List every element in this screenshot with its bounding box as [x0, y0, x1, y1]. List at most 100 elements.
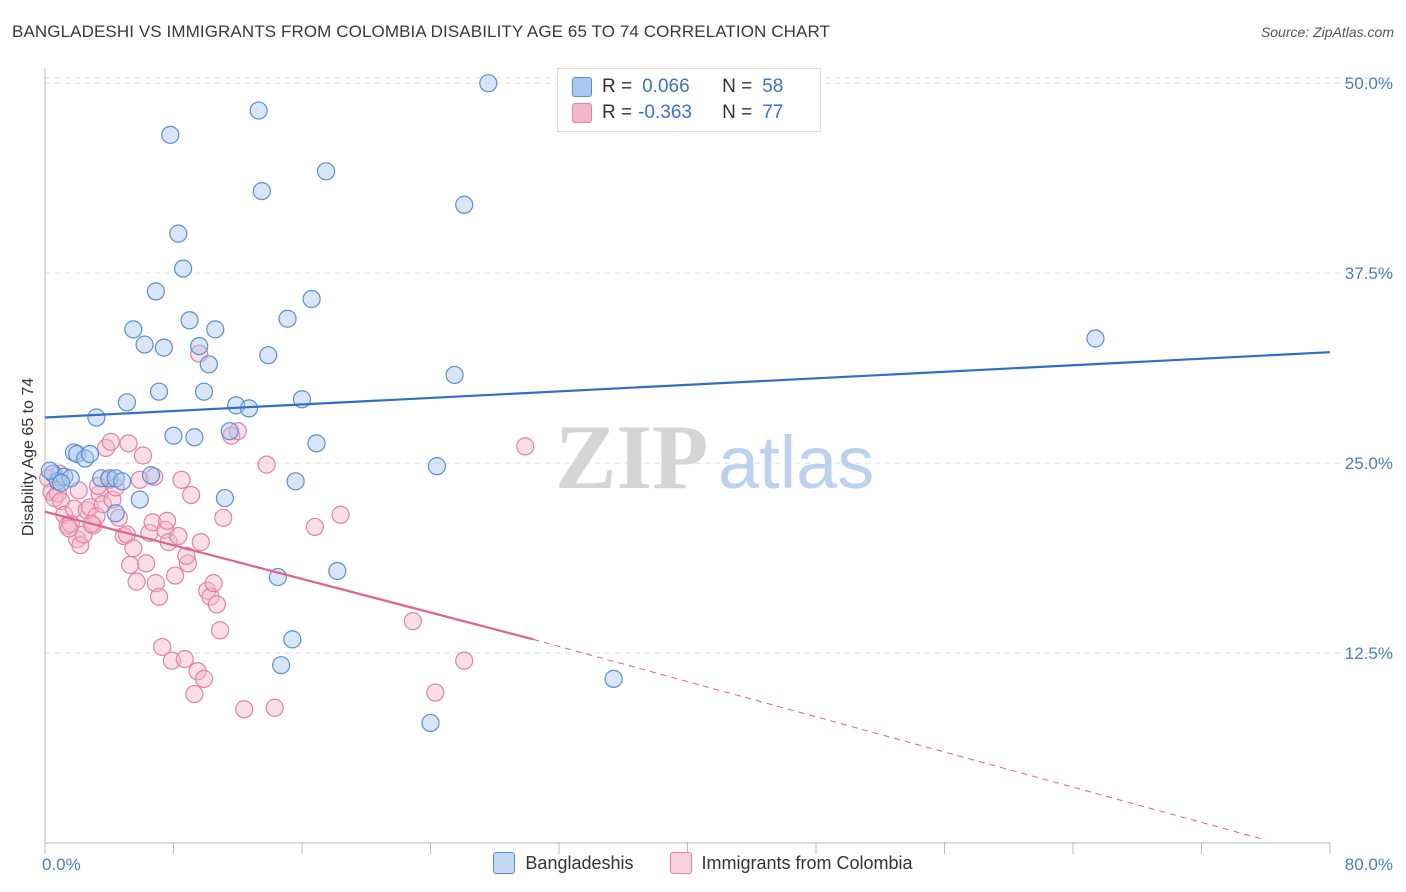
- point-colombia-61: [331, 505, 350, 524]
- point-bangladeshis-17: [141, 466, 161, 485]
- point-colombia-57: [235, 700, 254, 719]
- point-colombia-41: [172, 470, 191, 489]
- point-colombia-58: [257, 455, 276, 474]
- point-bangladeshis-21: [161, 125, 180, 144]
- point-bangladeshis-19: [149, 382, 169, 401]
- legend-n-label: N =: [722, 102, 753, 123]
- point-bangladeshis-53: [604, 669, 623, 688]
- legend-r-value: 0.066: [642, 76, 690, 97]
- point-bangladeshis-41: [283, 630, 302, 649]
- point-bangladeshis-32: [220, 422, 239, 441]
- trend-line-colombia-extension: [533, 638, 1266, 841]
- point-bangladeshis-20: [154, 338, 173, 357]
- point-colombia-30: [137, 554, 156, 573]
- watermark-atlas: atlas: [718, 421, 874, 504]
- point-bangladeshis-11: [106, 504, 125, 523]
- point-colombia-10: [71, 536, 90, 555]
- point-bangladeshis-14: [124, 320, 143, 339]
- legend-item-colombia: Immigrants from Colombia: [669, 852, 913, 874]
- point-colombia-63: [426, 683, 445, 702]
- legend-swatch-blue: [572, 77, 592, 97]
- point-colombia-39: [166, 566, 185, 585]
- point-bangladeshis-35: [249, 101, 268, 120]
- point-bangladeshis-42: [286, 472, 305, 491]
- point-colombia-54: [214, 508, 233, 527]
- source-label: Source: ZipAtlas.com: [1260, 24, 1394, 40]
- point-bangladeshis-44: [302, 289, 321, 309]
- point-colombia-59: [265, 698, 284, 717]
- trend-line-bangladeshis: [44, 351, 1331, 419]
- y-axis-title: Disability Age 65 to 74: [20, 378, 37, 536]
- point-bangladeshis-24: [174, 259, 193, 278]
- point-colombia-18: [96, 438, 116, 458]
- series-bangladeshis: [40, 74, 1105, 733]
- point-colombia-40: [169, 526, 188, 546]
- trend-lines: [44, 351, 1331, 841]
- legend-row-bangladeshis: R = 0.066 N = 58: [572, 74, 783, 100]
- point-bangladeshis-47: [328, 561, 347, 581]
- point-colombia-62: [403, 612, 422, 631]
- point-bangladeshis-51: [455, 195, 474, 214]
- legend-n-value: 58: [762, 76, 784, 97]
- point-colombia-12: [77, 501, 96, 520]
- point-colombia-25: [121, 555, 140, 575]
- x-tick-label-1: 80.0%: [1345, 855, 1393, 874]
- legend-swatch-pink: [669, 852, 692, 874]
- point-colombia-64: [455, 651, 474, 670]
- series-legend: Bangladeshis Immigrants from Colombia: [0, 852, 1406, 874]
- point-bangladeshis-18: [146, 282, 165, 301]
- point-bangladeshis-48: [421, 713, 440, 733]
- point-bangladeshis-54: [1086, 329, 1105, 348]
- point-bangladeshis-55: [40, 461, 59, 480]
- point-colombia-34: [149, 587, 169, 606]
- point-colombia-52: [207, 595, 226, 614]
- point-bangladeshis-25: [180, 311, 199, 330]
- point-colombia-42: [175, 650, 194, 669]
- point-bangladeshis-45: [307, 434, 326, 453]
- point-bangladeshis-56: [51, 473, 71, 492]
- point-colombia-27: [127, 572, 146, 591]
- point-bangladeshis-46: [316, 162, 336, 181]
- point-bangladeshis-36: [252, 181, 271, 201]
- point-bangladeshis-23: [169, 224, 188, 243]
- y-tick-label-0: 12.5%: [1345, 644, 1393, 663]
- legend-swatch-pink: [572, 103, 592, 123]
- point-bangladeshis-39: [272, 656, 291, 675]
- stats-legend: R = 0.066 N = 58 R = -0.363 N = 77: [557, 68, 821, 132]
- point-colombia-45: [185, 684, 204, 704]
- point-bangladeshis-16: [135, 335, 154, 354]
- legend-label-colombia: Immigrants from Colombia: [701, 852, 913, 873]
- point-colombia-72: [157, 511, 177, 530]
- point-colombia-70: [119, 434, 138, 453]
- point-bangladeshis-13: [117, 393, 137, 412]
- point-colombia-60: [305, 517, 324, 537]
- legend-swatch-blue: [493, 852, 516, 874]
- point-colombia-26: [124, 539, 143, 558]
- point-colombia-50: [201, 587, 220, 606]
- point-bangladeshis-40: [278, 309, 297, 328]
- point-colombia-51: [204, 574, 223, 593]
- point-bangladeshis-37: [259, 346, 278, 365]
- chart-title: BANGLADESHI VS IMMIGRANTS FROM COLOMBIA …: [12, 22, 830, 41]
- point-bangladeshis-49: [427, 457, 447, 476]
- point-colombia-17: [93, 495, 112, 514]
- y-tick-labels: 12.5% 25.0% 37.5% 50.0%: [1345, 74, 1393, 663]
- point-colombia-65: [516, 437, 535, 456]
- legend-n-value: 77: [762, 102, 784, 123]
- watermark-zip: ZIP: [555, 406, 708, 508]
- y-tick-label-2: 37.5%: [1345, 264, 1393, 283]
- point-bangladeshis-28: [194, 382, 214, 401]
- legend-n-label: N =: [722, 76, 753, 97]
- gridlines: [45, 77, 1390, 654]
- legend-row-colombia: R = -0.363 N = 77: [572, 100, 783, 126]
- point-bangladeshis-31: [215, 488, 234, 508]
- point-bangladeshis-52: [479, 74, 498, 93]
- point-colombia-44: [182, 485, 201, 505]
- x-tick-label-0: 0.0%: [42, 855, 81, 874]
- y-tick-label-3: 50.0%: [1345, 74, 1393, 93]
- legend-label-bangladeshis: Bangladeshis: [525, 852, 634, 873]
- point-bangladeshis-30: [206, 320, 225, 339]
- point-bangladeshis-15: [130, 490, 149, 509]
- legend-r-label: R =: [602, 76, 633, 97]
